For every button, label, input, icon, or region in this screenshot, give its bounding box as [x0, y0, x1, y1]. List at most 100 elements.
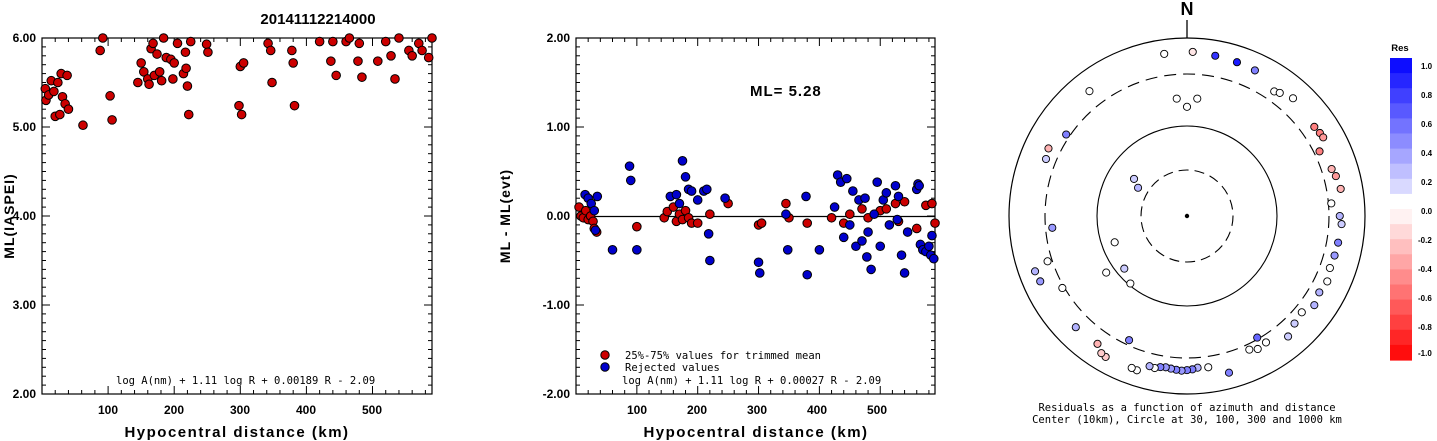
- data-point: [53, 77, 63, 88]
- colorbar-swatch: [1390, 58, 1412, 74]
- data-point: [107, 115, 117, 125]
- y-tick-label: 1.00: [547, 120, 571, 134]
- data-point: [105, 91, 115, 101]
- station-residual-point: [1097, 349, 1106, 358]
- data-point: [288, 58, 298, 68]
- panel1-x-axis-label: Hypocentral distance (km): [124, 424, 349, 441]
- station-residual-point: [1336, 184, 1345, 193]
- station-residual-point: [1036, 277, 1045, 286]
- data-point: [872, 177, 882, 187]
- station-residual-point: [1211, 51, 1220, 60]
- colorbar-swatch: [1390, 133, 1412, 150]
- data-point: [814, 245, 825, 255]
- colorbar-swatch: [1390, 284, 1412, 301]
- station-residual-point: [1261, 338, 1271, 347]
- station-residual-point: [1145, 362, 1154, 371]
- data-point: [180, 47, 191, 58]
- station-residual-point: [1284, 332, 1293, 341]
- colorbar-tick-label: 0.4: [1421, 149, 1433, 158]
- data-point: [423, 52, 434, 63]
- data-point: [156, 75, 167, 86]
- colorbar-swatch: [1390, 299, 1412, 316]
- colorbar-tick-label: 0.2: [1421, 178, 1433, 187]
- data-point: [172, 38, 183, 49]
- colorbar-swatches: [1390, 58, 1412, 361]
- data-point: [138, 67, 149, 77]
- event-id-title: 20141112214000: [260, 11, 375, 28]
- data-point: [781, 209, 791, 220]
- data-point: [357, 72, 367, 82]
- colorbar-swatch: [1390, 118, 1412, 135]
- station-residual-point: [1110, 238, 1119, 247]
- data-point: [344, 33, 355, 43]
- data-point: [353, 56, 363, 66]
- data-point: [326, 56, 336, 66]
- data-point: [203, 47, 213, 58]
- station-residual-point: [1310, 122, 1319, 131]
- data-point: [705, 255, 715, 266]
- data-point: [331, 70, 341, 81]
- panel1-ticks: [42, 38, 432, 394]
- panel-residual-vs-distance: -2.00 -1.00 0.00 1.00 2.00 100 200 300 4…: [497, 31, 940, 441]
- colorbar-title: Res: [1391, 43, 1408, 54]
- ring-1000km: [1008, 37, 1366, 395]
- data-point: [801, 191, 811, 202]
- colorbar-tick-label: 0.8: [1421, 91, 1433, 100]
- data-point: [851, 241, 861, 252]
- data-point: [238, 58, 249, 68]
- data-point: [380, 36, 391, 47]
- data-point: [354, 38, 365, 49]
- data-point: [169, 58, 180, 68]
- x-tick-label: 200: [687, 403, 707, 417]
- station-residual-point: [1310, 301, 1319, 310]
- panel2-legend: 25%-75% values for trimmed mean Rejected…: [600, 350, 821, 374]
- panel2-x-axis-label: Hypocentral distance (km): [643, 424, 868, 441]
- colorbar-swatch: [1390, 254, 1412, 270]
- panel1-formula: log A(nm) + 1.11 log R + 0.00189 R - 2.0…: [116, 375, 375, 387]
- residual-colorbar: Res 1.0 0.8 0.6 0.4 0.2 0.0 -0.2 -0.4 -0…: [1390, 43, 1433, 361]
- data-point: [692, 218, 703, 228]
- data-point: [625, 175, 636, 186]
- panel-ml-vs-distance: 2.00 3.00 4.00 5.00 6.00 100 200 300 400…: [1, 31, 437, 441]
- colorbar-swatch: [1390, 224, 1412, 240]
- station-residual-point: [1071, 323, 1080, 332]
- colorbar-swatch: [1390, 209, 1412, 225]
- data-point: [98, 33, 108, 43]
- station-residual-point: [1288, 94, 1298, 103]
- data-point: [590, 225, 601, 236]
- data-point: [390, 74, 400, 84]
- colorbar-swatch: [1390, 269, 1412, 286]
- y-tick-label: 5.00: [13, 120, 37, 134]
- x-tick-label: 400: [296, 403, 316, 417]
- x-tick-label: 400: [807, 403, 827, 417]
- ring-100km: [1096, 125, 1278, 307]
- panel2-y-axis-label: ML - ML(evt): [497, 169, 513, 263]
- data-point: [185, 36, 196, 47]
- station-residual-point: [1030, 267, 1040, 276]
- station-residual-point: [1297, 308, 1306, 317]
- data-point: [592, 191, 603, 202]
- station-residual-point: [1120, 264, 1129, 273]
- ring-300km: [1044, 73, 1330, 359]
- colorbar-tick-label: -0.2: [1418, 236, 1432, 245]
- data-point: [845, 209, 855, 220]
- legend-label-trimmed: 25%-75% values for trimmed mean: [625, 350, 821, 362]
- station-residual-point: [1253, 333, 1262, 342]
- data-point: [911, 223, 922, 234]
- data-point: [136, 58, 146, 68]
- data-point: [168, 74, 178, 84]
- colorbar-swatch: [1390, 314, 1412, 331]
- data-point: [386, 51, 396, 61]
- x-tick-label: 100: [98, 403, 118, 417]
- data-point: [589, 205, 600, 216]
- data-point: [152, 49, 162, 59]
- colorbar-swatch: [1390, 344, 1412, 361]
- station-residual-point: [1041, 154, 1051, 164]
- data-point: [875, 241, 886, 252]
- station-residual-point: [1160, 49, 1169, 58]
- panel1-y-tick-labels: 2.00 3.00 4.00 5.00 6.00: [13, 31, 37, 401]
- station-residual-point: [1323, 277, 1332, 286]
- colorbar-tick-labels: 1.0 0.8 0.6 0.4 0.2 0.0 -0.2 -0.4 -0.6 -…: [1418, 62, 1433, 358]
- station-residual-point: [1232, 58, 1242, 67]
- colorbar-tick-label: -1.0: [1418, 349, 1432, 358]
